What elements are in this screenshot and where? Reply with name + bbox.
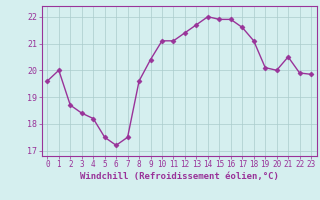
X-axis label: Windchill (Refroidissement éolien,°C): Windchill (Refroidissement éolien,°C): [80, 172, 279, 181]
